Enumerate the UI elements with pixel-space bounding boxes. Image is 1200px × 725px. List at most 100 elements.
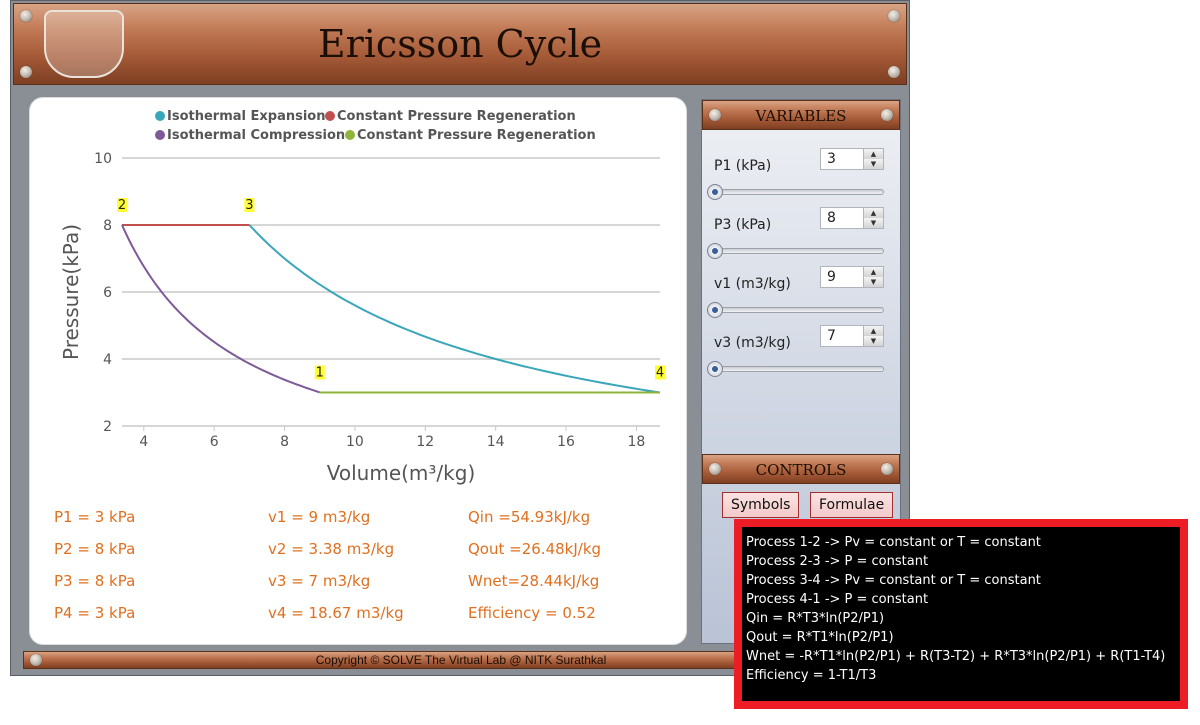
rivet-icon (881, 463, 893, 475)
v3-stepper[interactable]: ▲ ▼ (820, 325, 884, 347)
var-label-p3: P3 (kPa) (714, 217, 772, 233)
point-label-bg (655, 365, 665, 380)
v1-slider[interactable] (707, 302, 884, 318)
x-tick-label: 8 (280, 434, 289, 450)
result-v2: v2 = 3.38 m3/kg (268, 540, 395, 558)
app-window: Ericsson Cycle 2 4 6 8 10 4 6 8 10 12 14 16 18 Volume… (10, 0, 910, 676)
increment-icon[interactable]: ▲ (864, 149, 883, 159)
v3-input[interactable] (821, 326, 863, 346)
formula-line: Wnet = -R*T1*ln(P2/P1) + R(T3-T2) + R*T3… (746, 649, 1166, 664)
rivet-icon (888, 66, 900, 78)
p3-slider[interactable] (707, 243, 884, 259)
nitk-logo (44, 10, 124, 78)
x-axis-title: Volume(m³/kg) (327, 461, 476, 485)
legend-entry: Constant Pressure Regeneration (337, 109, 576, 124)
formula-line: Process 2-3 -> P = constant (746, 554, 929, 569)
result-qin: Qin =54.93kJ/kg (468, 508, 591, 526)
legend-entry: Isothermal Expansion (167, 109, 325, 124)
x-tick-label: 6 (210, 434, 219, 450)
slider-handle[interactable] (707, 184, 723, 200)
p1-input[interactable] (821, 149, 863, 169)
variables-header: VARIABLES (702, 100, 900, 130)
point-label-bg (117, 198, 127, 212)
decrement-icon[interactable]: ▼ (864, 218, 883, 228)
legend-entry: Isothermal Compression (167, 128, 345, 143)
y-tick-label: 6 (103, 285, 112, 301)
result-v1: v1 = 9 m3/kg (268, 508, 371, 526)
result-p2: P2 = 8 kPa (54, 540, 136, 558)
increment-icon[interactable]: ▲ (864, 326, 883, 336)
formula-line: Qin = R*T3*ln(P2/P1) (746, 611, 885, 626)
result-p1: P1 = 3 kPa (54, 508, 136, 526)
rivet-icon (881, 109, 893, 121)
formula-line: Efficiency = 1-T1/T3 (746, 668, 877, 683)
slider-handle[interactable] (707, 361, 723, 377)
symbols-button[interactable]: Symbols (722, 492, 800, 518)
rivet-icon (709, 463, 721, 475)
y-axis-title: Pressure(kPa) (59, 224, 83, 360)
decrement-icon[interactable]: ▼ (864, 336, 883, 346)
var-label-v3: v3 (m3/kg) (714, 335, 791, 351)
rivet-icon (709, 109, 721, 121)
x-tick-label: 12 (416, 434, 434, 450)
point-label-bg (244, 198, 255, 212)
x-tick-label: 16 (557, 434, 575, 450)
point-label: 4 (656, 366, 664, 381)
legend-marker (155, 130, 165, 140)
decrement-icon[interactable]: ▼ (864, 277, 883, 287)
rivet-icon (20, 66, 32, 78)
footer-bar: Copyright © SOLVE The Virtual Lab @ NITK… (23, 651, 899, 669)
x-tick-label: 4 (139, 434, 148, 450)
point-label: 2 (118, 198, 126, 213)
point-label-bg (314, 365, 325, 380)
p3-stepper[interactable]: ▲ ▼ (820, 207, 884, 229)
point-label: 3 (245, 198, 253, 213)
legend-marker (345, 130, 355, 140)
rivet-icon (20, 10, 32, 22)
result-v4: v4 = 18.67 m3/kg (268, 604, 404, 622)
formula-line: Process 1-2 -> Pv = constant or T = cons… (746, 535, 1041, 550)
v1-input[interactable] (821, 267, 863, 287)
result-efficiency: Efficiency = 0.52 (468, 604, 596, 622)
increment-icon[interactable]: ▲ (864, 208, 883, 218)
legend-marker (155, 111, 165, 121)
result-qout: Qout =26.48kJ/kg (468, 540, 602, 558)
y-tick-label: 4 (103, 352, 112, 368)
var-label-p1: P1 (kPa) (714, 158, 772, 174)
title-bar: Ericsson Cycle (13, 3, 907, 85)
result-v3: v3 = 7 m3/kg (268, 572, 371, 590)
formula-line: Process 3-4 -> Pv = constant or T = cons… (746, 573, 1041, 588)
rivet-icon (888, 10, 900, 22)
formula-line: Process 4-1 -> P = constant (746, 592, 929, 607)
y-tick-label: 8 (103, 218, 112, 234)
v1-stepper[interactable]: ▲ ▼ (820, 266, 884, 288)
results-panel: P1 = 3 kPa P2 = 8 kPa P3 = 8 kPa P4 = 3 … (42, 508, 682, 638)
result-wnet: Wnet=28.44kJ/kg (468, 572, 600, 590)
variables-heading: VARIABLES (755, 107, 847, 125)
formulae-button[interactable]: Formulae (810, 492, 894, 518)
p1-slider[interactable] (707, 184, 884, 200)
rivet-icon (30, 654, 42, 666)
v3-slider[interactable] (707, 361, 884, 377)
result-p3: P3 = 8 kPa (54, 572, 136, 590)
p1-stepper[interactable]: ▲ ▼ (820, 148, 884, 170)
point-label: 1 (316, 366, 324, 381)
p3-input[interactable] (821, 208, 863, 228)
x-tick-label: 10 (346, 434, 364, 450)
decrement-icon[interactable]: ▼ (864, 159, 883, 169)
var-label-v1: v1 (m3/kg) (714, 276, 791, 292)
slider-handle[interactable] (707, 243, 723, 259)
increment-icon[interactable]: ▲ (864, 267, 883, 277)
controls-heading: CONTROLS (755, 461, 847, 479)
y-tick-label: 10 (94, 151, 112, 167)
y-tick-label: 2 (103, 419, 112, 435)
slider-handle[interactable] (707, 302, 723, 318)
formula-line: Qout = R*T1*ln(P2/P1) (746, 630, 894, 645)
copyright-text: Copyright © SOLVE The Virtual Lab @ NITK… (315, 653, 607, 667)
legend-entry: Constant Pressure Regeneration (357, 128, 596, 143)
page-title: Ericsson Cycle (317, 22, 603, 66)
x-tick-label: 18 (628, 434, 646, 450)
series-line (121, 224, 321, 394)
legend-marker (325, 111, 335, 121)
